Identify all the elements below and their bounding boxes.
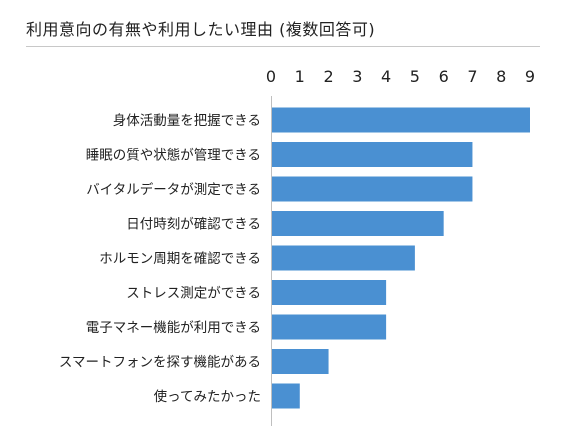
title-divider: [26, 46, 540, 47]
category-label: バイタルデータが測定できる: [86, 181, 261, 198]
chart-title: 利用意向の有無や利用したい理由 (複数回答可): [26, 20, 376, 39]
x-tick-label: 6: [439, 67, 449, 86]
category-label: スマートフォンを探す機能がある: [59, 355, 261, 371]
bar: [271, 142, 473, 167]
x-tick-label: 1: [295, 67, 305, 86]
x-tick-label: 7: [467, 67, 477, 86]
bar: [271, 383, 300, 409]
bar: [271, 176, 473, 202]
x-tick-label: 9: [525, 67, 535, 86]
category-label: ストレス測定ができる: [126, 286, 261, 302]
bar: [271, 211, 444, 236]
category-label: 電子マネー機能が利用できる: [86, 320, 261, 336]
category-label: 使ってみたかった: [154, 388, 261, 405]
x-tick-label: 3: [352, 67, 362, 86]
x-tick-label: 8: [496, 67, 506, 86]
category-label: 睡眠の質や状態が管理できる: [86, 148, 261, 164]
category-label: ホルモン周期を確認できる: [99, 251, 261, 267]
x-tick-label: 5: [410, 67, 420, 86]
category-label: 身体活動量を把握できる: [113, 113, 261, 129]
bar: [271, 107, 530, 133]
x-tick-label: 0: [266, 67, 276, 86]
category-label: 日付時刻が確認できる: [126, 217, 261, 233]
bar: [271, 349, 329, 374]
bar: [271, 245, 415, 271]
bar: [271, 280, 387, 305]
bar: [271, 314, 387, 340]
x-tick-label: 4: [381, 67, 391, 86]
x-tick-label: 2: [323, 67, 333, 86]
